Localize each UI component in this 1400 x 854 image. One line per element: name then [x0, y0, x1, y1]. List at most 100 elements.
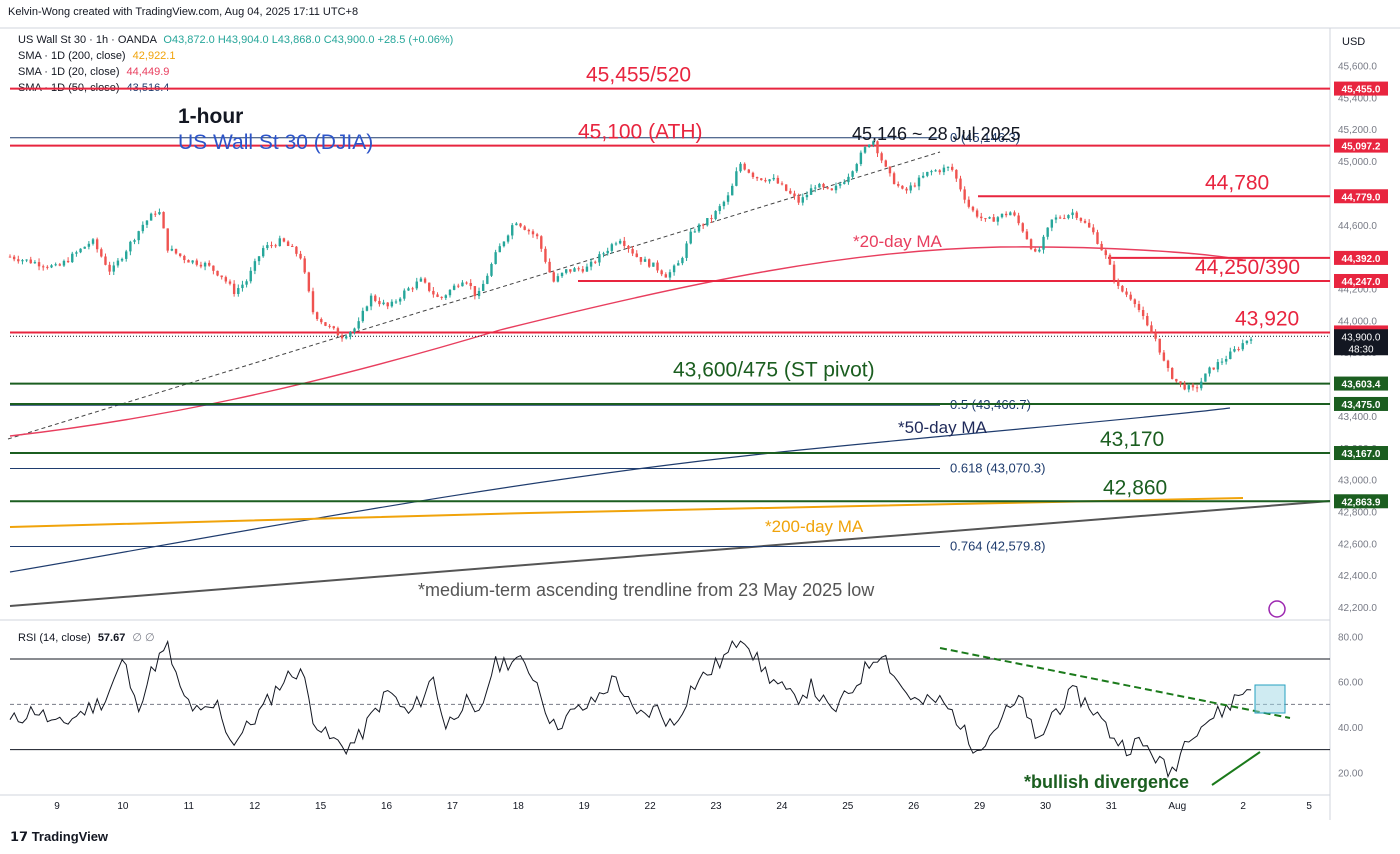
candle-body — [444, 295, 448, 298]
candle-body — [423, 278, 427, 283]
candle-body — [784, 184, 788, 191]
candle-body — [793, 193, 796, 197]
candle-body — [166, 228, 169, 251]
sma200-annotation: *200-day MA — [765, 517, 864, 536]
time-tick-label: 22 — [645, 801, 657, 812]
candle-body — [428, 282, 431, 291]
candle-body — [411, 288, 414, 290]
candle-body — [1224, 359, 1228, 362]
candle-body — [1083, 220, 1087, 223]
price-tick-label: 42,200.0 — [1338, 603, 1377, 614]
candle-body — [1042, 236, 1045, 250]
candle-body — [1133, 299, 1137, 305]
time-tick-label: 15 — [315, 801, 327, 812]
time-tick-label: 26 — [908, 801, 920, 812]
candle-body — [237, 288, 240, 294]
tradingview-logo[interactable]: 𝟭𝟳 TradingView — [10, 829, 108, 845]
rsi-breakout-box — [1254, 684, 1286, 714]
candle-body — [992, 217, 995, 222]
sma20-legend[interactable]: SMA · 1D (20, close) 44,449.9 — [18, 66, 169, 78]
candle-body — [415, 281, 418, 289]
candle-body — [1233, 349, 1236, 352]
candle-body — [174, 248, 178, 254]
candle-body — [909, 185, 912, 191]
sma50-line — [9, 407, 1231, 573]
candle-body — [1100, 243, 1103, 251]
currency-label[interactable]: USD — [1342, 36, 1366, 48]
candle-body — [980, 216, 983, 219]
candle-body — [345, 336, 348, 339]
sma200-label: SMA · 1D (200, close) — [18, 50, 126, 62]
candle-body — [50, 265, 53, 268]
candle-body — [971, 206, 975, 211]
candle-body — [1183, 383, 1186, 390]
candle-body — [780, 183, 784, 185]
axis-price-tag — [1334, 250, 1388, 265]
candle-body — [926, 171, 929, 176]
candle-body — [1154, 332, 1157, 339]
candle-body — [1129, 294, 1132, 300]
rsi-legend[interactable]: RSI (14, close) 57.67 ∅ ∅ — [18, 631, 155, 644]
axis-price-tag — [1334, 494, 1388, 509]
candle-body — [145, 220, 149, 225]
price-tick-label: 44,200.0 — [1338, 284, 1377, 295]
candle-body — [42, 266, 45, 268]
candle-body — [901, 185, 904, 189]
candle-body — [311, 291, 315, 313]
candle-body — [261, 248, 265, 257]
level-label: 42,860 — [1103, 476, 1167, 499]
price-tick-label: 42,600.0 — [1338, 539, 1377, 550]
candle-body — [66, 260, 70, 263]
candle-body — [162, 212, 165, 229]
candle-body — [1179, 381, 1182, 384]
candle-body — [1096, 232, 1099, 244]
candle-body — [133, 240, 136, 242]
candle-body — [398, 298, 402, 302]
candle-body — [523, 226, 526, 230]
price-tick-label: 45,600.0 — [1338, 61, 1377, 72]
divergence-annotation: *bullish divergence — [1024, 772, 1189, 792]
candle-body — [560, 272, 564, 277]
candle-body — [436, 294, 439, 297]
sma200-value: 42,922.1 — [132, 50, 176, 62]
symbol-legend[interactable]: US Wall St 30 · 1h · OANDA O43,872.0 H43… — [18, 34, 453, 46]
candle-body — [137, 231, 140, 241]
candle-body — [1200, 381, 1203, 389]
candle-body — [1104, 250, 1107, 256]
chart-title: US Wall St 30 (DJIA) — [178, 131, 373, 154]
candle-body — [278, 238, 281, 247]
price-tick-label: 42,800.0 — [1338, 507, 1377, 518]
candle-body — [917, 177, 921, 187]
candle-body — [967, 199, 971, 207]
candle-body — [1187, 385, 1190, 390]
candle-body — [465, 282, 468, 284]
candle-body — [743, 163, 746, 170]
candle-body — [697, 224, 701, 232]
candle-body — [664, 274, 668, 278]
candle-body — [457, 285, 460, 287]
candle-body — [573, 268, 576, 272]
candle-body — [270, 245, 273, 247]
candle-body — [511, 225, 514, 236]
candle-body — [87, 243, 91, 247]
candle-body — [1075, 212, 1078, 218]
candle-body — [1021, 223, 1024, 232]
candle-body — [548, 261, 551, 273]
candle-body — [378, 300, 381, 305]
candle-body — [299, 253, 302, 259]
candle-body — [332, 326, 335, 329]
sma200-legend[interactable]: SMA · 1D (200, close) 42,922.1 — [18, 50, 175, 62]
candle-body — [847, 176, 850, 183]
candle-body — [1063, 218, 1066, 220]
candle-body — [158, 212, 161, 215]
candle-body — [577, 268, 580, 270]
candle-body — [112, 265, 115, 272]
axis-price-tag — [1334, 376, 1388, 391]
candle-body — [801, 197, 804, 203]
time-tick-label: 17 — [447, 801, 459, 812]
timeframe-label: 1-hour — [178, 105, 243, 128]
candle-body — [1141, 310, 1145, 316]
candle-body — [274, 245, 277, 247]
candle-body — [170, 248, 174, 251]
